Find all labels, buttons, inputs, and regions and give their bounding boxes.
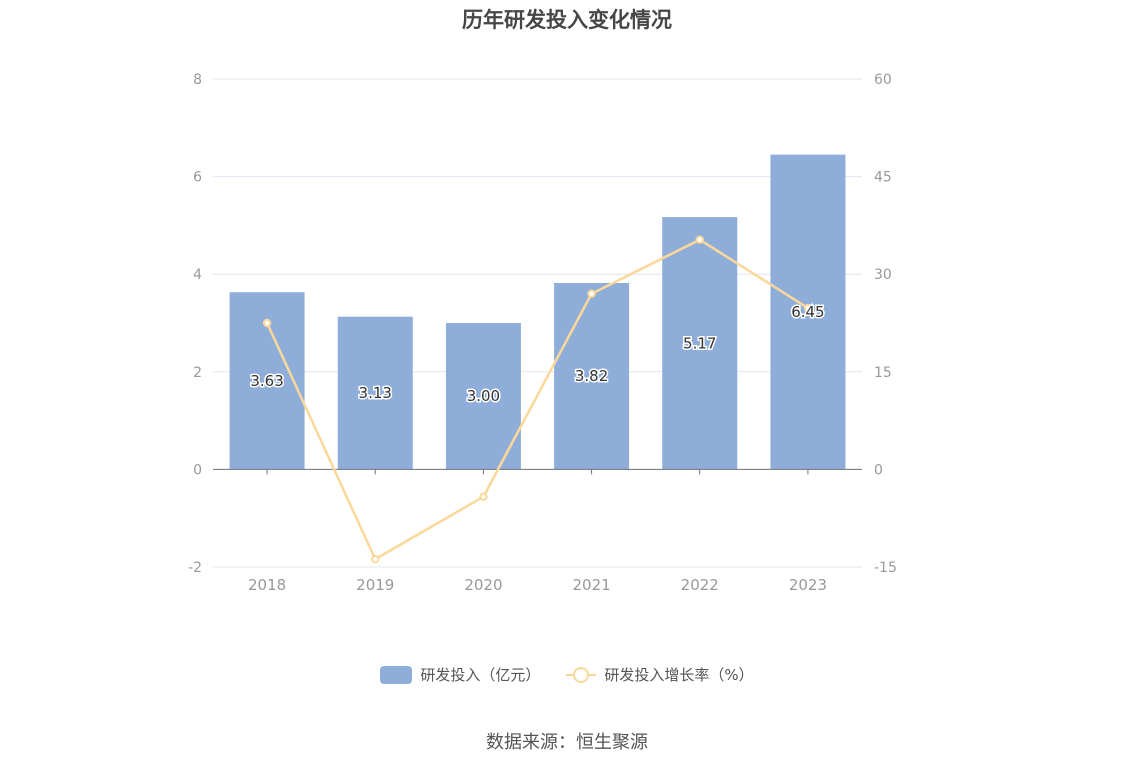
y-right-tick-label: 15 xyxy=(874,365,892,381)
y-right-tick-label: -15 xyxy=(874,560,897,576)
point-growth-rate xyxy=(695,235,704,244)
bar-data-label: 6.45 xyxy=(791,303,824,321)
x-tick-label: 2021 xyxy=(572,576,610,594)
y-right-tick-label: 0 xyxy=(874,462,883,478)
y-left-tick-label: 4 xyxy=(193,267,202,283)
y-left-tick-label: 0 xyxy=(193,462,202,478)
bar-rd-investment xyxy=(662,217,738,470)
y-right-tick-label: 30 xyxy=(874,267,892,283)
point-growth-rate xyxy=(479,492,488,501)
chart-plot: -2 0 2 4 6 8 -15 0 15 30 45 60 2018 2019 2020 2021 2022 2… xyxy=(188,72,897,594)
x-tick-label: 2022 xyxy=(681,576,719,594)
y-left-tick-label: -2 xyxy=(188,560,202,576)
point-growth-rate xyxy=(371,554,380,564)
bar-rd-investment xyxy=(445,323,521,470)
line-growth-rate xyxy=(265,238,809,561)
bar-data-label: 5.17 xyxy=(683,334,716,352)
y-left-tick-label: 2 xyxy=(193,365,202,381)
y-right-tick-label: 45 xyxy=(874,170,892,186)
x-tick-label: 2018 xyxy=(248,576,286,594)
bar-rd-investment xyxy=(337,316,413,470)
legend-label-rd-investment: 研发投入（亿元） xyxy=(420,666,541,684)
y-left-tick-label: 6 xyxy=(193,170,202,186)
legend-item-rd-investment[interactable]: 研发投入（亿元） xyxy=(380,664,540,685)
point-growth-rate xyxy=(803,303,813,313)
bar-rd-investment xyxy=(554,282,630,470)
data-source-note: 数据来源：恒生聚源 xyxy=(486,732,648,753)
point-growth-rate xyxy=(262,318,272,328)
legend-item-growth-rate[interactable]: 研发投入增长率（%） xyxy=(566,664,754,685)
chart-legend: 研发投入（亿元） 研发投入增长率（%） xyxy=(0,664,1134,685)
legend-bar-swatch xyxy=(380,665,413,684)
x-tick-label: 2019 xyxy=(356,576,394,594)
y-right-tick-label: 60 xyxy=(874,72,892,88)
legend-label-growth-rate: 研发投入增长率（%） xyxy=(604,666,754,684)
x-tick-label: 2020 xyxy=(464,576,502,594)
x-tick-label: 2023 xyxy=(789,576,827,594)
bar-data-label: 3.82 xyxy=(575,367,608,385)
bar-data-label: 3.00 xyxy=(467,387,500,405)
bar-data-label: 3.63 xyxy=(250,372,283,390)
chart-title: 历年研发投入变化情况 xyxy=(462,8,672,32)
point-growth-rate xyxy=(587,289,596,298)
legend-line-swatch xyxy=(566,666,597,684)
y-left-tick-label: 8 xyxy=(193,72,202,88)
bar-data-label: 3.13 xyxy=(359,384,392,402)
